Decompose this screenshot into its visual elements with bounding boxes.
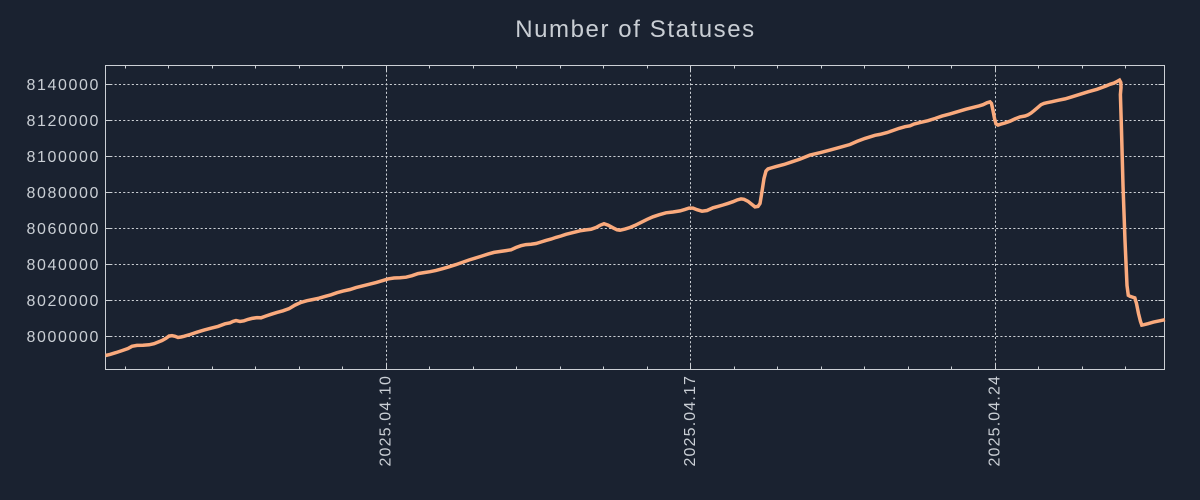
svg-text:8000000: 8000000 — [27, 329, 101, 346]
svg-text:8020000: 8020000 — [27, 293, 101, 310]
svg-text:Number of Statuses: Number of Statuses — [515, 16, 756, 43]
svg-text:8100000: 8100000 — [27, 149, 101, 166]
svg-text:2025.04.24: 2025.04.24 — [987, 375, 1004, 467]
svg-text:8080000: 8080000 — [27, 185, 101, 202]
svg-text:2025.04.17: 2025.04.17 — [682, 375, 699, 467]
svg-text:2025.04.10: 2025.04.10 — [378, 375, 395, 467]
svg-text:8140000: 8140000 — [27, 77, 101, 94]
svg-text:8040000: 8040000 — [27, 257, 101, 274]
svg-text:8120000: 8120000 — [27, 113, 101, 130]
svg-text:8060000: 8060000 — [27, 221, 101, 238]
